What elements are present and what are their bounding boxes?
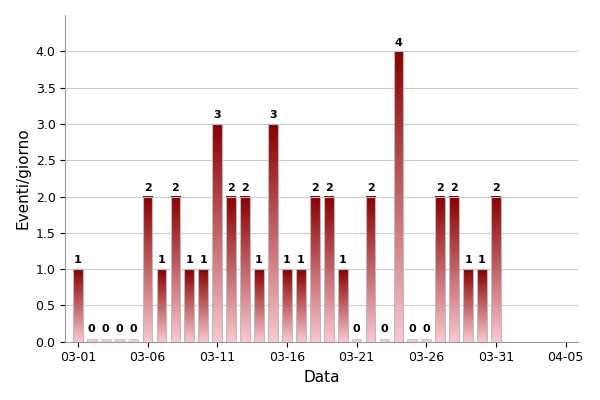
Bar <box>157 269 166 342</box>
Text: 2: 2 <box>311 183 319 193</box>
Bar <box>254 269 264 342</box>
Bar <box>394 51 403 342</box>
Bar <box>87 339 97 342</box>
Bar <box>240 196 250 342</box>
Text: 2: 2 <box>227 183 235 193</box>
Text: 0: 0 <box>409 324 416 334</box>
Bar <box>296 269 306 342</box>
Text: 0: 0 <box>353 324 361 334</box>
Bar <box>324 196 334 342</box>
Text: 1: 1 <box>464 256 472 266</box>
Bar <box>421 339 431 342</box>
Text: 0: 0 <box>130 324 137 334</box>
Text: 1: 1 <box>297 256 305 266</box>
Bar <box>143 196 152 342</box>
Bar <box>128 339 139 342</box>
Text: 1: 1 <box>283 256 291 266</box>
Text: 0: 0 <box>380 324 388 334</box>
Bar <box>463 269 473 342</box>
Text: 2: 2 <box>367 183 374 193</box>
Text: 2: 2 <box>450 183 458 193</box>
Bar <box>73 269 83 342</box>
Bar <box>491 196 501 342</box>
Bar <box>380 339 389 342</box>
Text: 0: 0 <box>102 324 110 334</box>
Y-axis label: Eventi/giorno: Eventi/giorno <box>15 128 30 229</box>
Text: 1: 1 <box>199 256 207 266</box>
Bar <box>365 196 376 342</box>
Text: 3: 3 <box>269 110 277 120</box>
Bar <box>310 196 320 342</box>
Bar <box>199 269 208 342</box>
Bar <box>352 339 361 342</box>
Text: 1: 1 <box>478 256 486 266</box>
Text: 4: 4 <box>394 38 403 48</box>
Bar <box>184 269 194 342</box>
Bar <box>212 124 222 342</box>
Bar <box>226 196 236 342</box>
Bar <box>477 269 487 342</box>
Bar <box>115 339 125 342</box>
Text: 1: 1 <box>158 256 166 266</box>
Text: 3: 3 <box>214 110 221 120</box>
Bar <box>407 339 417 342</box>
Text: 0: 0 <box>422 324 430 334</box>
Bar <box>101 339 110 342</box>
Text: 2: 2 <box>143 183 151 193</box>
Bar <box>170 196 180 342</box>
Bar <box>268 124 278 342</box>
Text: 0: 0 <box>88 324 95 334</box>
Text: 1: 1 <box>339 256 347 266</box>
Bar <box>338 269 347 342</box>
Bar <box>436 196 445 342</box>
Text: 0: 0 <box>116 324 124 334</box>
X-axis label: Data: Data <box>304 370 340 385</box>
Text: 1: 1 <box>255 256 263 266</box>
Text: 2: 2 <box>325 183 332 193</box>
Text: 2: 2 <box>241 183 249 193</box>
Bar <box>449 196 459 342</box>
Text: 2: 2 <box>492 183 500 193</box>
Text: 2: 2 <box>436 183 444 193</box>
Text: 2: 2 <box>172 183 179 193</box>
Text: 1: 1 <box>74 256 82 266</box>
Bar <box>282 269 292 342</box>
Text: 1: 1 <box>185 256 193 266</box>
